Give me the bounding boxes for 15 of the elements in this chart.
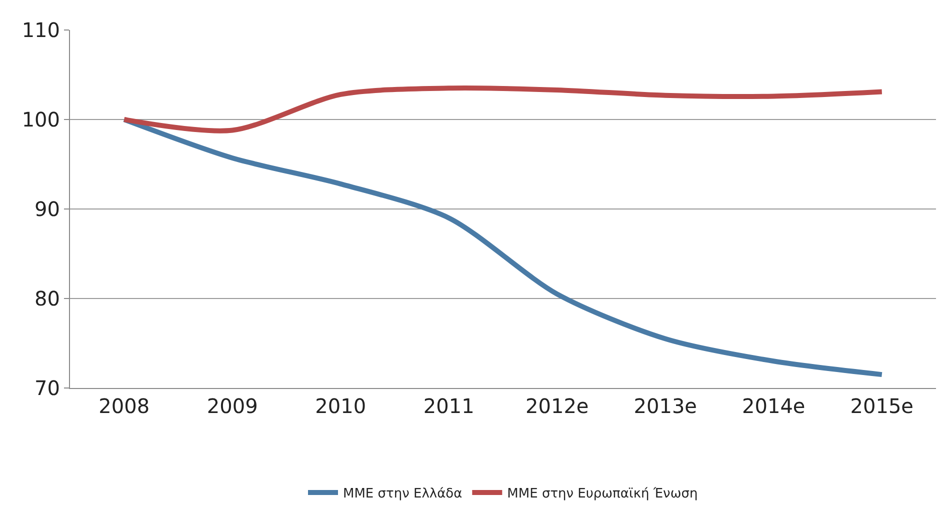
y-tick-label: 100 xyxy=(22,108,60,132)
x-tick-label: 2010 xyxy=(315,394,366,418)
x-tick-label: 2011 xyxy=(423,394,474,418)
y-tick-label: 110 xyxy=(22,18,60,42)
y-tick-label: 70 xyxy=(34,376,60,400)
y-tick-label: 80 xyxy=(34,286,60,310)
y-tick-label: 90 xyxy=(34,197,60,221)
x-tick-label: 2009 xyxy=(206,394,258,418)
x-tick-label: 2015e xyxy=(850,394,914,418)
legend-label: ΜΜΕ στην Ελλάδα xyxy=(343,486,462,502)
legend-label: ΜΜΕ στην Ευρωπαϊκή Ένωση xyxy=(507,486,698,502)
x-tick-label: 2008 xyxy=(98,394,150,418)
x-tick-label: 2014e xyxy=(742,394,806,418)
x-tick-label: 2012e xyxy=(526,394,589,418)
x-tick-label: 2013e xyxy=(634,394,697,418)
